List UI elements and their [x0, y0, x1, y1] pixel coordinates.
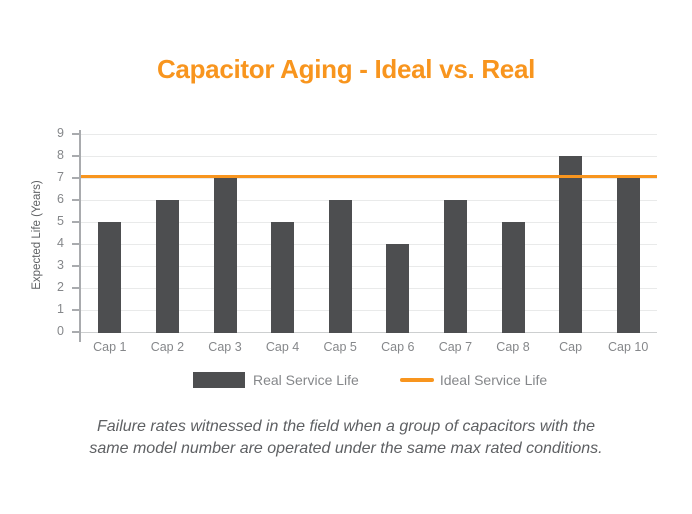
- y-tick-label: 9: [57, 126, 64, 140]
- bar: [501, 222, 525, 333]
- legend-label-real: Real Service Life: [253, 372, 359, 388]
- gridline: [81, 178, 657, 179]
- category-label: Cap 8: [496, 340, 530, 354]
- legend-bar-swatch: [193, 372, 245, 388]
- caption-line-1: Failure rates witnessed in the field whe…: [96, 418, 596, 435]
- category-label: Cap 2: [150, 340, 185, 354]
- caption: Failure rates witnessed in the field whe…: [0, 416, 692, 460]
- gridline: [81, 156, 657, 157]
- y-tick-label: 6: [57, 192, 64, 206]
- y-tick-mark: [72, 243, 79, 245]
- y-tick-label: 8: [57, 148, 64, 162]
- bar: [443, 200, 467, 333]
- category-label: Cap 7: [438, 340, 473, 354]
- y-tick-label: 4: [57, 236, 64, 250]
- ideal-service-life-line: [81, 175, 657, 178]
- category-label: Cap 10: [608, 340, 649, 354]
- category-label: Cap: [559, 340, 583, 354]
- y-tick-label: 5: [57, 214, 64, 228]
- chart-title: Capacitor Aging - Ideal vs. Real: [156, 54, 536, 84]
- bar: [559, 156, 583, 333]
- y-tick-label: 7: [57, 170, 64, 184]
- legend: Real Service Life Ideal Service Life: [193, 370, 547, 390]
- y-tick-mark: [72, 133, 79, 135]
- gridline: [81, 266, 657, 267]
- y-tick-mark: [72, 221, 79, 223]
- y-tick-label: 2: [57, 280, 64, 294]
- legend-label-ideal: Ideal Service Life: [439, 372, 548, 388]
- y-tick-mark: [72, 265, 79, 267]
- gridline: [81, 200, 657, 201]
- category-label: Cap 5: [323, 340, 357, 354]
- gridline: [81, 222, 657, 223]
- gridline: [81, 244, 657, 245]
- y-tick-label: 3: [57, 258, 64, 272]
- bar: [155, 200, 179, 333]
- bar: [271, 222, 295, 333]
- category-label: Cap 1: [93, 340, 127, 354]
- gridline: [81, 310, 657, 311]
- category-label: Cap 4: [265, 340, 300, 354]
- y-tick-mark: [72, 309, 79, 311]
- gridline: [81, 134, 657, 135]
- caption-line-2: same model number are operated under the…: [89, 440, 603, 457]
- bar: [616, 178, 640, 333]
- y-tick-label: 1: [57, 302, 64, 316]
- bar: [328, 200, 352, 333]
- y-tick-mark: [72, 177, 79, 179]
- y-tick-mark: [72, 199, 79, 201]
- bar: [98, 222, 122, 333]
- legend-line-swatch: [399, 378, 434, 382]
- y-tick-mark: [72, 287, 79, 289]
- gridline: [81, 288, 657, 289]
- gridline: [81, 332, 657, 333]
- plot-area: [81, 133, 657, 333]
- bar: [386, 244, 410, 333]
- y-tick-mark: [72, 155, 79, 157]
- bar: [213, 178, 237, 333]
- y-tick-label: 0: [57, 324, 64, 338]
- category-label: Cap 3: [208, 340, 242, 354]
- y-axis-line: [79, 130, 81, 342]
- y-tick-mark: [72, 331, 79, 333]
- category-label: Cap 6: [381, 340, 415, 354]
